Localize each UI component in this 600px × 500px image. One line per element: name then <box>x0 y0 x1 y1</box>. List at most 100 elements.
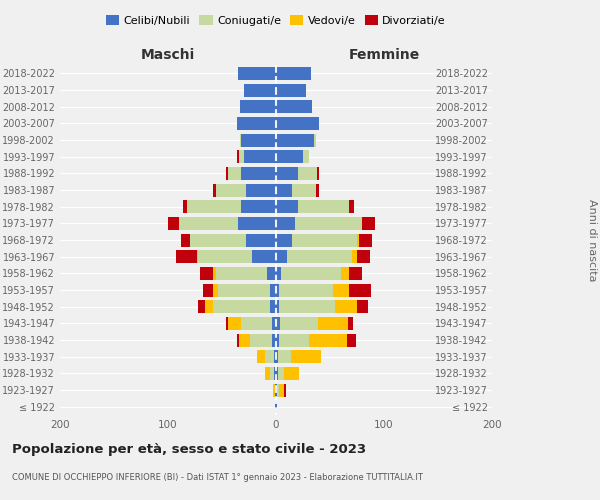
Bar <box>276 250 287 263</box>
Bar <box>287 250 352 263</box>
Bar <box>352 250 357 263</box>
Bar <box>276 100 311 113</box>
Bar <box>241 134 276 146</box>
Bar <box>362 217 376 230</box>
Bar <box>292 184 316 196</box>
Bar <box>276 334 279 346</box>
Bar <box>181 234 190 246</box>
Bar <box>279 284 333 296</box>
Bar <box>176 250 197 263</box>
Text: Anni di nascita: Anni di nascita <box>587 198 597 281</box>
Bar <box>229 317 241 330</box>
Bar <box>318 317 349 330</box>
Text: Femmine: Femmine <box>349 48 419 62</box>
Text: Popolazione per età, sesso e stato civile - 2023: Popolazione per età, sesso e stato civil… <box>12 442 366 456</box>
Bar <box>291 350 322 363</box>
Bar <box>269 300 276 313</box>
Bar <box>237 150 239 163</box>
Bar <box>205 300 214 313</box>
Bar <box>298 200 349 213</box>
Bar <box>252 250 276 263</box>
Bar <box>359 234 372 246</box>
Bar <box>214 267 215 280</box>
Bar <box>284 384 286 396</box>
Bar <box>168 217 179 230</box>
Bar <box>341 267 349 280</box>
Bar <box>276 200 298 213</box>
Bar <box>347 334 356 346</box>
Bar <box>275 400 276 413</box>
Bar <box>265 350 274 363</box>
Bar <box>272 317 276 330</box>
Bar <box>276 267 281 280</box>
Bar <box>268 267 276 280</box>
Bar <box>278 367 284 380</box>
Bar <box>239 334 250 346</box>
Bar <box>298 167 317 180</box>
Bar <box>276 67 311 80</box>
Bar <box>357 234 359 246</box>
Bar <box>198 300 205 313</box>
Bar <box>226 317 229 330</box>
Bar <box>183 200 187 213</box>
Bar <box>265 367 269 380</box>
Bar <box>357 300 368 313</box>
Bar <box>276 217 295 230</box>
Bar <box>281 267 341 280</box>
Bar <box>284 367 299 380</box>
Bar <box>218 284 269 296</box>
Bar <box>214 184 215 196</box>
Bar <box>357 250 370 263</box>
Bar <box>241 200 276 213</box>
Bar <box>276 84 306 96</box>
Bar <box>179 217 238 230</box>
Bar <box>257 350 265 363</box>
Bar <box>303 150 310 163</box>
Bar <box>198 250 252 263</box>
Bar <box>335 300 357 313</box>
Bar <box>349 267 362 280</box>
Bar <box>276 384 277 396</box>
Bar <box>229 167 241 180</box>
Bar <box>272 334 276 346</box>
Text: Maschi: Maschi <box>141 48 195 62</box>
Bar <box>349 284 371 296</box>
Bar <box>349 317 353 330</box>
Bar <box>276 300 279 313</box>
Bar <box>273 384 275 396</box>
Bar <box>203 284 214 296</box>
Bar <box>237 117 276 130</box>
Bar <box>214 300 269 313</box>
Bar <box>276 134 314 146</box>
Bar <box>187 200 241 213</box>
Bar <box>333 284 349 296</box>
Bar <box>238 217 276 230</box>
Bar <box>276 317 280 330</box>
Bar <box>244 84 276 96</box>
Bar <box>250 334 272 346</box>
Bar <box>276 284 279 296</box>
Bar <box>349 200 354 213</box>
Bar <box>277 384 279 396</box>
Bar <box>292 234 357 246</box>
Bar <box>215 267 268 280</box>
Bar <box>239 150 244 163</box>
Bar <box>246 234 276 246</box>
Bar <box>274 350 276 363</box>
Bar <box>276 234 292 246</box>
Bar <box>226 167 229 180</box>
Bar <box>214 284 218 296</box>
Bar <box>276 350 278 363</box>
Bar <box>269 367 274 380</box>
Bar <box>241 167 276 180</box>
Bar <box>279 300 335 313</box>
Bar <box>241 317 272 330</box>
Bar <box>190 234 246 246</box>
Bar <box>276 167 298 180</box>
Bar <box>215 184 246 196</box>
Bar <box>269 284 276 296</box>
Bar <box>241 100 276 113</box>
Bar <box>278 350 291 363</box>
Bar <box>295 217 362 230</box>
Bar <box>276 150 303 163</box>
